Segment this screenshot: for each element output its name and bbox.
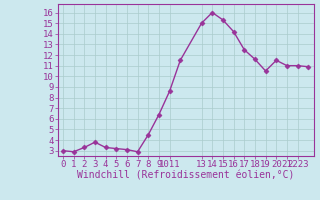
X-axis label: Windchill (Refroidissement éolien,°C): Windchill (Refroidissement éolien,°C) <box>77 171 294 181</box>
